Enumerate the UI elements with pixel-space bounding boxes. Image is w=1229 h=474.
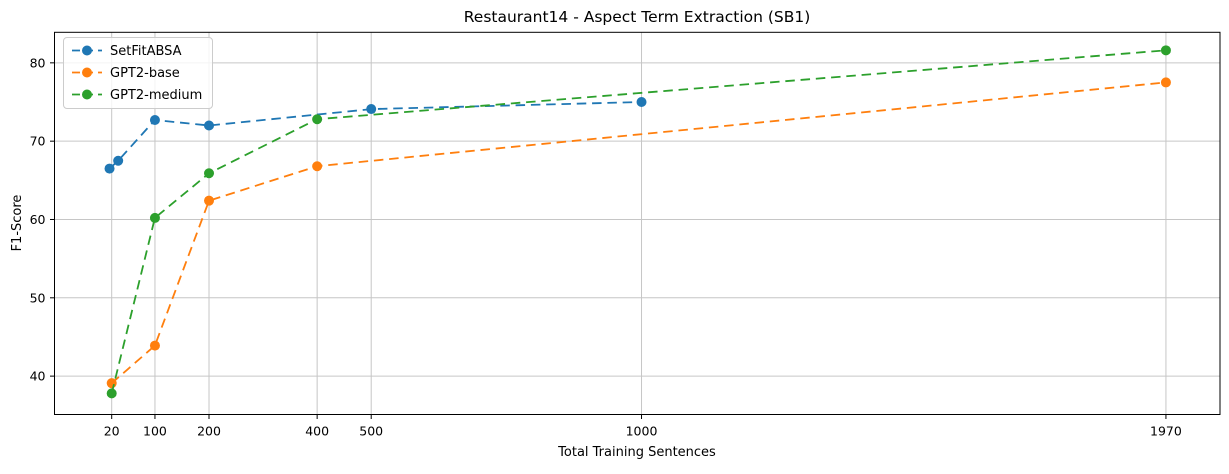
legend-label-GPT2-base: GPT2-base [110, 66, 180, 81]
x-tick-label-1000: 1000 [626, 424, 658, 439]
data-point-SetFitABSA-200 [204, 120, 215, 131]
data-point-GPT2-base-100 [149, 340, 160, 351]
data-point-GPT2-base-200 [204, 195, 215, 206]
series-line-GPT2-base [111, 81, 1166, 384]
data-point-GPT2-medium-20 [106, 388, 117, 399]
legend [63, 37, 213, 109]
x-axis-label: Total Training Sentences [557, 445, 716, 460]
x-tick-label-200: 200 [197, 424, 221, 439]
data-point-GPT2-base-400 [312, 161, 323, 172]
legend-swatch-marker-SetFitABSA [82, 45, 92, 56]
data-point-SetFitABSA-32 [113, 155, 124, 166]
legend-label-SetFitABSA: SetFitABSA [110, 44, 182, 59]
y-tick-label-80: 80 [30, 55, 46, 70]
x-tick-label-1970: 1970 [1150, 424, 1182, 439]
data-point-SetFitABSA-100 [149, 115, 160, 126]
legend-label-GPT2-medium: GPT2-medium [110, 88, 202, 103]
data-point-SetFitABSA-1000 [636, 97, 647, 108]
x-tick-label-500: 500 [359, 424, 383, 439]
data-point-GPT2-medium-100 [149, 212, 160, 223]
legend-swatch-marker-GPT2-medium [82, 89, 92, 100]
x-tick-label-20: 20 [104, 424, 120, 439]
data-point-GPT2-medium-400 [312, 114, 323, 125]
data-point-SetFitABSA-16 [104, 163, 115, 174]
x-tick-label-400: 400 [305, 424, 329, 439]
legend-swatch-marker-GPT2-base [82, 67, 92, 78]
chart-title: Restaurant14 - Aspect Term Extraction (S… [464, 8, 811, 26]
x-tick-label-100: 100 [143, 424, 167, 439]
data-point-GPT2-base-20 [106, 378, 117, 389]
data-point-GPT2-base-1970 [1160, 77, 1171, 88]
y-tick-label-60: 60 [30, 212, 46, 227]
data-point-GPT2-medium-200 [204, 168, 215, 179]
y-tick-label-50: 50 [30, 290, 46, 305]
series-line-SetFitABSA [108, 101, 642, 170]
data-point-GPT2-medium-1970 [1160, 45, 1171, 56]
y-tick-label-70: 70 [30, 134, 46, 149]
plot-area [54, 31, 1221, 416]
y-axis-label: F1-Score [10, 195, 25, 252]
data-point-SetFitABSA-500 [366, 104, 377, 115]
y-tick-label-40: 40 [30, 369, 46, 384]
